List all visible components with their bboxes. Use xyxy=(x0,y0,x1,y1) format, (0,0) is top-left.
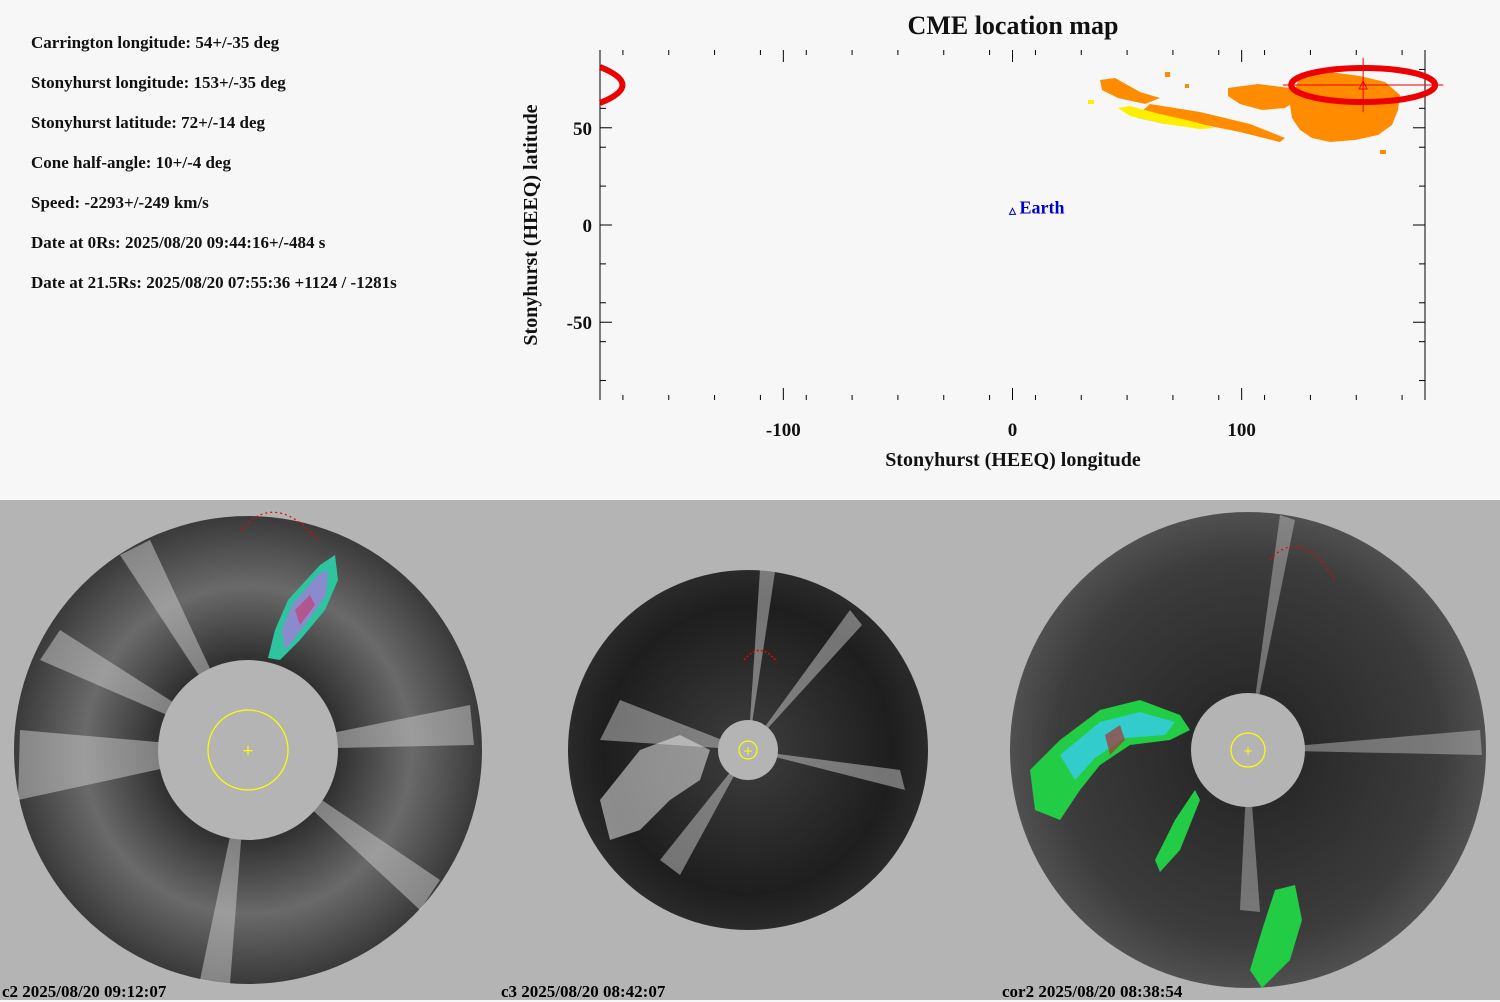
y-tick-label: 50 xyxy=(573,119,592,140)
param-stonyhurst-latitude: Stonyhurst latitude: 72+/-14 deg xyxy=(31,113,266,132)
caption-cor2: cor2 2025/08/20 08:38:54 xyxy=(1002,982,1183,1001)
y-tick-label: 0 xyxy=(583,216,593,237)
param-cone-half-angle: Cone half-angle: 10+/-4 deg xyxy=(31,153,231,172)
emission-speck-3 xyxy=(1380,150,1386,154)
c3-occulter xyxy=(718,720,778,780)
param-carrington-longitude: Carrington longitude: 54+/-35 deg xyxy=(31,33,280,52)
x-tick-label: -100 xyxy=(766,420,801,441)
cme-footprint-wrap xyxy=(598,64,626,106)
sun-limb-c2 xyxy=(207,709,289,791)
cme-location-map: CME location map -100 0 100 -50 0 50 Earth St… xyxy=(520,11,1444,471)
emission-speck-1 xyxy=(1165,72,1170,77)
cme-arc-c2 xyxy=(240,511,319,541)
top-panel: Carrington longitude: 54+/-35 deg Stonyh… xyxy=(0,0,1500,500)
cme-arc-cor2 xyxy=(1269,545,1336,581)
cor2-image: + xyxy=(1010,512,1486,988)
emission-speck-4 xyxy=(1088,100,1094,104)
x-axis-label: Stonyhurst (HEEQ) longitude xyxy=(885,449,1141,471)
y-tick-label: -50 xyxy=(567,313,592,334)
emission-edge xyxy=(1118,106,1215,129)
cme-arc-c3 xyxy=(743,649,778,663)
sun-center-cor2: + xyxy=(1243,744,1253,758)
caption-c3: c3 2025/08/20 08:42:07 xyxy=(501,982,666,1001)
c3-streamers xyxy=(600,570,905,875)
sun-center-c3: + xyxy=(743,744,753,758)
cor2-cme-region xyxy=(1030,700,1302,988)
x-tick-label: 100 xyxy=(1227,420,1256,441)
cme-parameters: Carrington longitude: 54+/-35 deg Stonyh… xyxy=(31,31,397,311)
cme-center-marker xyxy=(1358,79,1368,90)
plot-marks: Earth xyxy=(598,57,1444,217)
param-date-0rs: Date at 0Rs: 2025/08/20 09:44:16+/-484 s xyxy=(31,233,326,252)
cor2-occulter xyxy=(1191,693,1305,807)
emission-streak-left xyxy=(1100,78,1160,104)
emission-blob-main xyxy=(1290,72,1400,142)
earth-label: Earth xyxy=(1020,197,1065,217)
cor2-streamers xyxy=(1240,515,1482,912)
emission-streak xyxy=(1140,104,1285,142)
coronagraph-images: + + xyxy=(14,511,1486,988)
param-date-21-5rs: Date at 21.5Rs: 2025/08/20 07:55:36 +112… xyxy=(31,273,397,292)
param-speed: Speed: -2293+/-249 km/s xyxy=(31,193,209,212)
emission-blob-side xyxy=(1228,84,1300,110)
c2-image: + xyxy=(14,511,482,984)
sun-limb-cor2 xyxy=(1230,732,1266,768)
y-axis-label: Stonyhurst (HEEQ) latitude xyxy=(520,104,542,345)
c3-cme-region xyxy=(600,735,710,840)
caption-c2: c2 2025/08/20 09:12:07 xyxy=(2,982,167,1001)
emission-speck-2 xyxy=(1185,84,1189,88)
param-stonyhurst-longitude: Stonyhurst longitude: 153+/-35 deg xyxy=(31,73,286,92)
sun-center-c2: + xyxy=(242,743,254,759)
c2-cme-region xyxy=(268,555,338,660)
cme-emission-map xyxy=(1088,72,1400,154)
earth-marker xyxy=(1008,207,1017,215)
c3-image: + xyxy=(568,570,928,930)
coronagraph-panel: + + xyxy=(0,500,1500,1001)
x-tick-label: 0 xyxy=(1008,420,1018,441)
sun-limb-c3 xyxy=(738,740,758,760)
chart-title: CME location map xyxy=(908,11,1119,40)
c2-occulter xyxy=(158,660,338,840)
plot-axes: -100 0 100 -50 0 50 xyxy=(567,50,1426,441)
